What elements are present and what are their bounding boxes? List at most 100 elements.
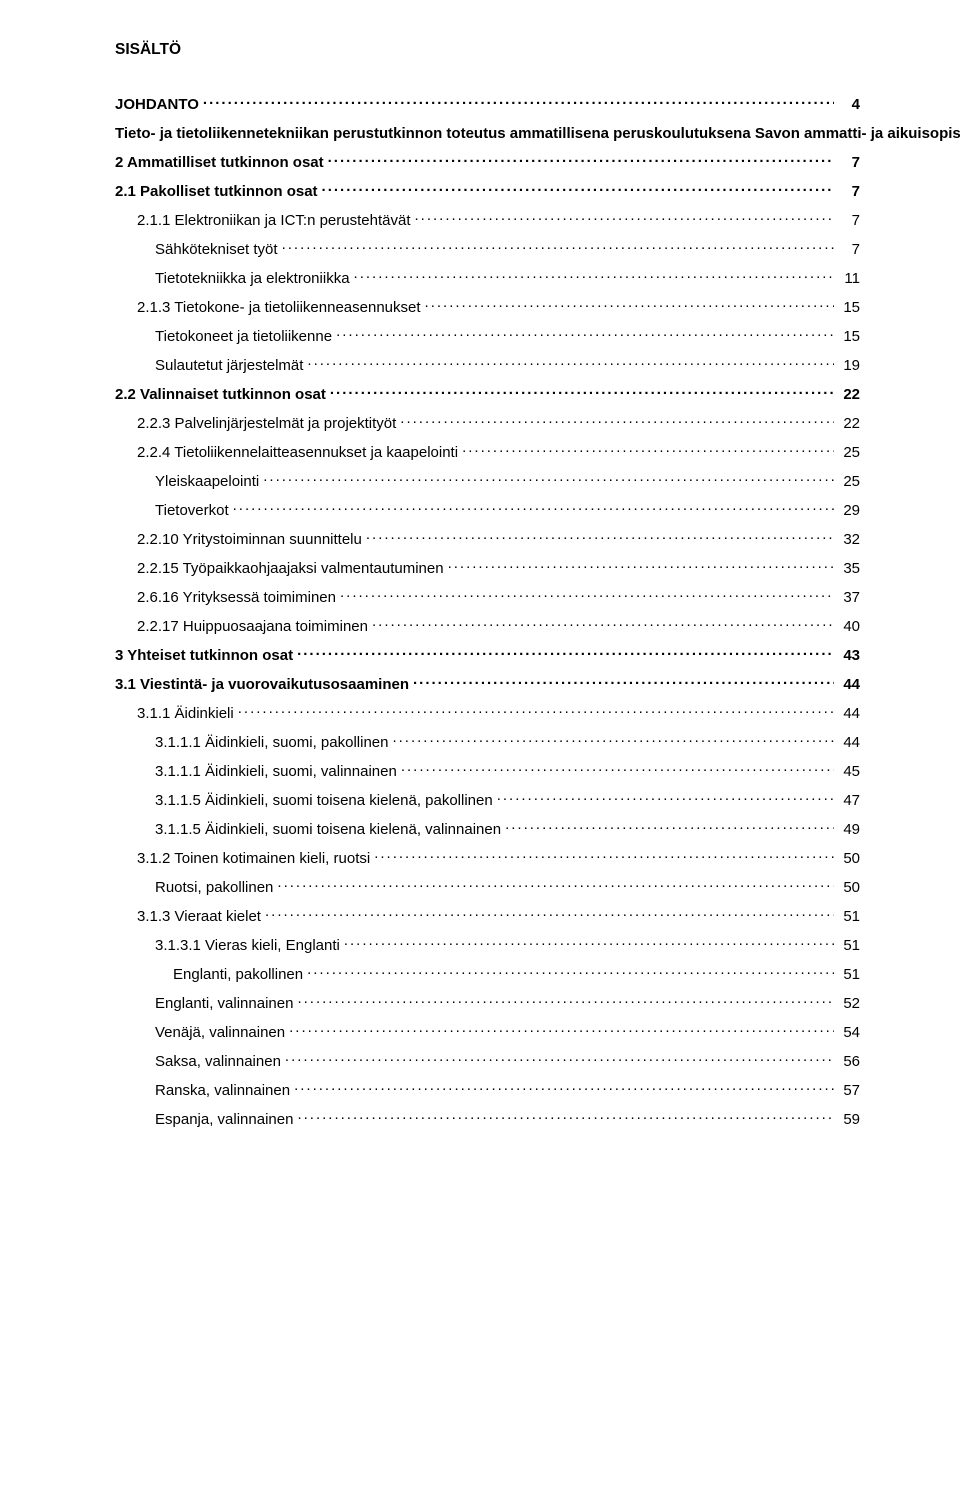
toc-leader-dots bbox=[330, 384, 834, 399]
toc-entry-label: Tietoverkot bbox=[155, 501, 229, 521]
toc-entry-page: 32 bbox=[838, 530, 860, 550]
toc-entry-page: 11 bbox=[838, 269, 860, 289]
toc-leader-dots bbox=[497, 790, 834, 805]
toc-entry-label: Englanti, valinnainen bbox=[155, 994, 293, 1014]
toc-row: Tietotekniikka ja elektroniikka 11 bbox=[115, 268, 860, 289]
toc-entry-label: Tietotekniikka ja elektroniikka bbox=[155, 269, 350, 289]
toc-leader-dots bbox=[354, 268, 834, 283]
toc-entry-label: Yleiskaapelointi bbox=[155, 472, 259, 492]
toc-row: 3.1.2 Toinen kotimainen kieli, ruotsi50 bbox=[115, 848, 860, 869]
toc-leader-dots bbox=[415, 210, 835, 225]
toc-entry-label: 3 Yhteiset tutkinnon osat bbox=[115, 646, 293, 666]
toc-row: Tietokoneet ja tietoliikenne15 bbox=[115, 326, 860, 347]
toc-entry-page: 44 bbox=[838, 733, 860, 753]
toc-leader-dots bbox=[297, 645, 834, 660]
toc-entry-page: 45 bbox=[838, 762, 860, 782]
toc-leader-dots bbox=[336, 326, 834, 341]
toc-entry-label: 2.2.15 Työpaikkaohjaajaksi valmentautumi… bbox=[137, 559, 444, 579]
toc-leader-dots bbox=[400, 413, 834, 428]
toc-entry-page: 43 bbox=[838, 646, 860, 666]
toc-leader-dots bbox=[425, 297, 834, 312]
toc-entry-page: 22 bbox=[838, 385, 860, 405]
toc-entry-page: 59 bbox=[838, 1110, 860, 1130]
toc-leader-dots bbox=[265, 906, 834, 921]
table-of-contents: JOHDANTO4Tieto- ja tietoliikennetekniika… bbox=[115, 94, 860, 1130]
toc-entry-label: JOHDANTO bbox=[115, 95, 199, 115]
toc-entry-page: 29 bbox=[838, 501, 860, 521]
toc-row: 3 Yhteiset tutkinnon osat 43 bbox=[115, 645, 860, 666]
toc-row: Ruotsi, pakollinen50 bbox=[115, 877, 860, 898]
toc-entry-label: Sulautetut järjestelmät bbox=[155, 356, 303, 376]
toc-row: 3.1.1.5 Äidinkieli, suomi toisena kielen… bbox=[115, 790, 860, 811]
toc-entry-label: 2.6.16 Yrityksessä toimiminen bbox=[137, 588, 336, 608]
toc-row: 2 Ammatilliset tutkinnon osat 7 bbox=[115, 152, 860, 173]
toc-leader-dots bbox=[372, 616, 834, 631]
toc-entry-page: 7 bbox=[838, 153, 860, 173]
toc-entry-page: 19 bbox=[838, 356, 860, 376]
toc-entry-page: 25 bbox=[838, 443, 860, 463]
toc-row: Ranska, valinnainen 57 bbox=[115, 1080, 860, 1101]
toc-entry-label: Englanti, pakollinen bbox=[173, 965, 303, 985]
toc-entry-label: 2.2.10 Yritystoiminnan suunnittelu bbox=[137, 530, 362, 550]
toc-leader-dots bbox=[328, 152, 834, 167]
toc-row: Englanti, valinnainen52 bbox=[115, 993, 860, 1014]
toc-row: 2.1 Pakolliset tutkinnon osat7 bbox=[115, 181, 860, 202]
toc-leader-dots bbox=[505, 819, 834, 834]
toc-row: 2.2.4 Tietoliikennelaitteasennukset ja k… bbox=[115, 442, 860, 463]
toc-leader-dots bbox=[322, 181, 834, 196]
toc-leader-dots bbox=[340, 587, 834, 602]
toc-row: 2.6.16 Yrityksessä toimiminen37 bbox=[115, 587, 860, 608]
toc-entry-label: 2 Ammatilliset tutkinnon osat bbox=[115, 153, 324, 173]
toc-row: JOHDANTO 4 bbox=[115, 94, 860, 115]
toc-leader-dots bbox=[233, 500, 834, 515]
toc-leader-dots bbox=[392, 732, 834, 747]
toc-entry-label: Ranska, valinnainen bbox=[155, 1081, 290, 1101]
toc-entry-label: 2.2.3 Palvelinjärjestelmät ja projektity… bbox=[137, 414, 396, 434]
toc-entry-label: Tieto- ja tietoliikennetekniikan perustu… bbox=[115, 124, 960, 144]
toc-row: Sähkötekniset työt7 bbox=[115, 239, 860, 260]
toc-entry-label: 3.1.3 Vieraat kielet bbox=[137, 907, 261, 927]
toc-row: Tietoverkot 29 bbox=[115, 500, 860, 521]
toc-row: 2.2.10 Yritystoiminnan suunnittelu 32 bbox=[115, 529, 860, 550]
toc-leader-dots bbox=[238, 703, 834, 718]
toc-leader-dots bbox=[263, 471, 834, 486]
toc-entry-page: 7 bbox=[838, 182, 860, 202]
toc-entry-page: 25 bbox=[838, 472, 860, 492]
toc-row: Saksa, valinnainen56 bbox=[115, 1051, 860, 1072]
toc-leader-dots bbox=[307, 355, 834, 370]
toc-entry-page: 57 bbox=[838, 1081, 860, 1101]
toc-entry-page: 4 bbox=[838, 95, 860, 115]
toc-row: 2.2 Valinnaiset tutkinnon osat 22 bbox=[115, 384, 860, 405]
toc-row: 3.1.1.1 Äidinkieli, suomi, valinnainen45 bbox=[115, 761, 860, 782]
toc-row: 2.1.1 Elektroniikan ja ICT:n perustehtäv… bbox=[115, 210, 860, 231]
toc-row: 3.1.1 Äidinkieli44 bbox=[115, 703, 860, 724]
toc-row: 2.2.3 Palvelinjärjestelmät ja projektity… bbox=[115, 413, 860, 434]
toc-entry-page: 56 bbox=[838, 1052, 860, 1072]
toc-row: 3.1 Viestintä- ja vuorovaikutusosaaminen… bbox=[115, 674, 860, 695]
toc-entry-page: 44 bbox=[838, 704, 860, 724]
toc-leader-dots bbox=[285, 1051, 834, 1066]
toc-row: 2.1.3 Tietokone- ja tietoliikenneasennuk… bbox=[115, 297, 860, 318]
toc-entry-page: 15 bbox=[838, 298, 860, 318]
toc-row: Yleiskaapelointi 25 bbox=[115, 471, 860, 492]
toc-leader-dots bbox=[462, 442, 834, 457]
toc-row: 3.1.1.5 Äidinkieli, suomi toisena kielen… bbox=[115, 819, 860, 840]
toc-entry-page: 50 bbox=[838, 878, 860, 898]
toc-row: Espanja, valinnainen59 bbox=[115, 1109, 860, 1130]
toc-entry-page: 40 bbox=[838, 617, 860, 637]
toc-leader-dots bbox=[294, 1080, 834, 1095]
toc-leader-dots bbox=[289, 1022, 834, 1037]
toc-entry-label: 3.1.3.1 Vieras kieli, Englanti bbox=[155, 936, 340, 956]
toc-row: 3.1.3.1 Vieras kieli, Englanti51 bbox=[115, 935, 860, 956]
toc-leader-dots bbox=[366, 529, 834, 544]
toc-leader-dots bbox=[374, 848, 834, 863]
toc-row: 3.1.1.1 Äidinkieli, suomi, pakollinen44 bbox=[115, 732, 860, 753]
toc-entry-label: Sähkötekniset työt bbox=[155, 240, 278, 260]
toc-entry-page: 15 bbox=[838, 327, 860, 347]
toc-entry-page: 22 bbox=[838, 414, 860, 434]
toc-entry-label: 2.2 Valinnaiset tutkinnon osat bbox=[115, 385, 326, 405]
toc-entry-page: 49 bbox=[838, 820, 860, 840]
toc-entry-page: 54 bbox=[838, 1023, 860, 1043]
document-title: SISÄLTÖ bbox=[115, 40, 860, 60]
toc-entry-label: 2.1.1 Elektroniikan ja ICT:n perustehtäv… bbox=[137, 211, 411, 231]
